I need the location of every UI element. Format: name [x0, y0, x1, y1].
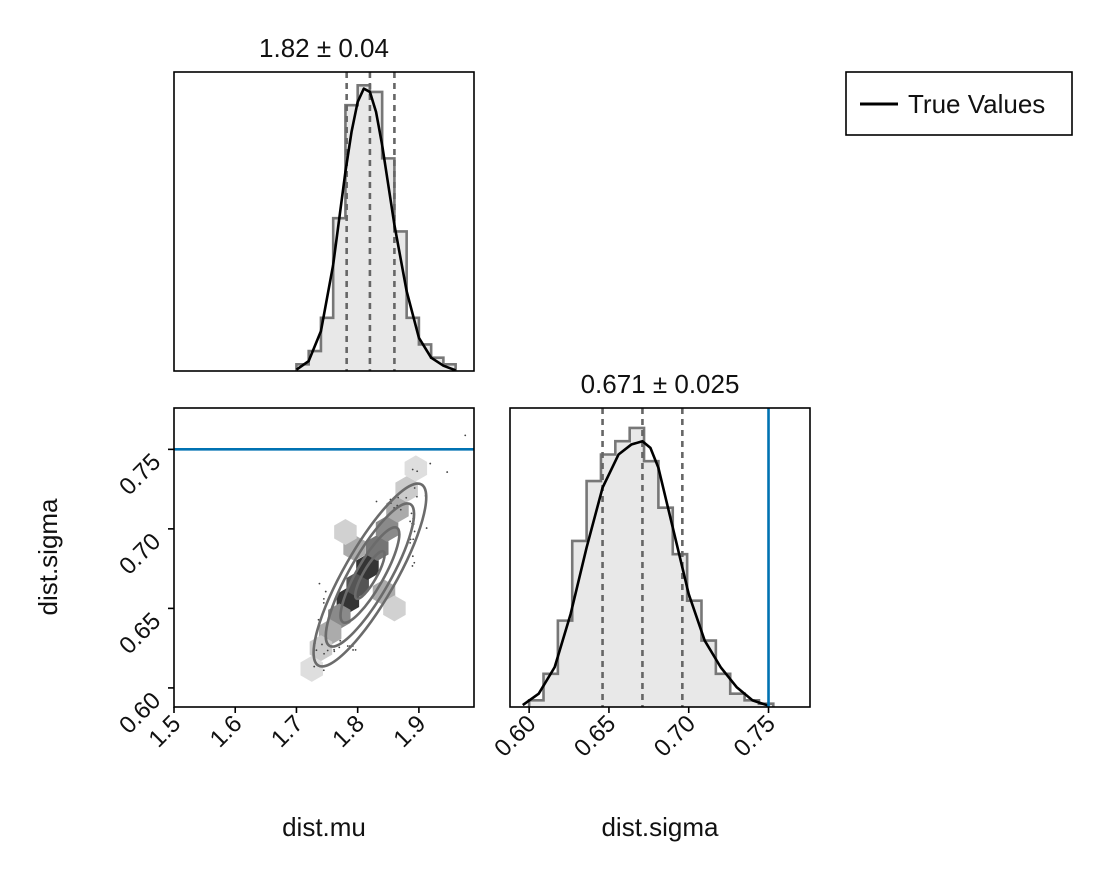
panel-sigma-marginal: 0.671 ± 0.025 0.60 0.65 0.70 0.75 dist.sigm… — [489, 369, 811, 842]
joint-sample-point — [338, 646, 341, 649]
sigma-marginal-x-tick-label: 0.70 — [649, 710, 701, 762]
sigma-marginal-x-axis-label: dist.sigma — [601, 812, 719, 842]
sigma-marginal-x-tick-label: 0.65 — [569, 710, 621, 762]
joint-density-cell-13 — [334, 519, 357, 546]
joint-sample-point — [413, 487, 416, 489]
joint-y-axis-label: dist.sigma — [33, 498, 63, 616]
sigma-marginal-histogram-fill — [529, 427, 774, 707]
joint-sample-point — [399, 508, 402, 511]
joint-density-cell-15 — [300, 655, 324, 682]
joint-x-tick-label: 1.8 — [327, 710, 370, 753]
joint-sample-point — [397, 496, 400, 499]
mu-marginal-frame — [173, 71, 475, 372]
joint-sample-point — [322, 598, 325, 600]
joint-sample-point — [405, 496, 408, 499]
joint-sample-point — [326, 649, 329, 652]
joint-contour-1 — [353, 549, 386, 601]
panel-joint: 1.5 1.6 1.7 1.8 1.90.600.650.700.75 dist.sig… — [33, 407, 475, 842]
joint-sample-point — [464, 434, 467, 437]
joint-sample-point — [323, 652, 325, 655]
panel-mu-marginal: 1.82 ± 0.04 — [173, 33, 475, 372]
joint-x-tick-label: 1.9 — [388, 710, 431, 753]
joint-sample-point — [318, 582, 321, 585]
sigma-marginal-plot-area — [522, 408, 775, 707]
joint-sample-point — [322, 669, 325, 672]
joint-plot-area — [174, 434, 474, 771]
joint-sample-point — [313, 665, 316, 668]
joint-x-tick-label: 1.6 — [205, 710, 248, 753]
joint-sample-point — [409, 520, 412, 523]
joint-sample-point — [346, 645, 349, 647]
joint-sample-point — [303, 739, 305, 741]
joint-sample-point — [352, 649, 354, 651]
joint-density-cell-4 — [366, 534, 389, 561]
sigma-marginal-x-tick-label: 0.60 — [489, 710, 541, 762]
joint-contour-3 — [324, 502, 416, 648]
joint-sample-point — [429, 462, 432, 465]
joint-contour-2 — [339, 525, 401, 625]
joint-sample-point — [413, 530, 416, 533]
joint-sample-point — [409, 541, 412, 544]
joint-sample-point — [324, 590, 327, 593]
mu-marginal-plot-area — [295, 72, 457, 371]
sigma-marginal-ticks: 0.60 0.65 0.70 0.75 — [489, 707, 781, 762]
joint-sample-point — [416, 470, 419, 473]
joint-sample-point — [333, 650, 336, 653]
legend: True Values — [845, 71, 1073, 136]
legend-label-true-values: True Values — [908, 89, 1045, 119]
joint-contour-4 — [312, 482, 428, 668]
joint-sample-point — [410, 512, 413, 515]
joint-y-tick-label: 0.65 — [114, 608, 166, 660]
joint-density-cell-16 — [404, 455, 428, 482]
mu-marginal-histogram-fill — [296, 85, 456, 371]
joint-sample-point — [322, 601, 325, 604]
joint-sample-point — [333, 648, 335, 651]
joint-sample-point — [412, 538, 415, 541]
joint-frame — [173, 407, 475, 708]
mu-marginal-kde-curve — [295, 87, 457, 371]
joint-density-cell-14 — [383, 595, 406, 622]
joint-sample-point — [317, 618, 320, 621]
joint-y-tick-label: 0.75 — [114, 449, 166, 501]
joint-sample-point — [411, 565, 414, 567]
joint-sample-point — [425, 527, 428, 529]
sigma-marginal-frame — [509, 407, 811, 708]
joint-x-axis-label: dist.mu — [282, 812, 366, 842]
sigma-marginal-x-tick-label: 0.75 — [729, 710, 781, 762]
joint-sample-point — [339, 639, 342, 642]
joint-y-tick-label: 0.70 — [114, 528, 166, 580]
joint-sample-point — [321, 643, 323, 646]
joint-sample-point — [411, 468, 414, 471]
joint-sample-point — [416, 495, 418, 498]
joint-sample-point — [354, 649, 357, 651]
joint-sample-point — [315, 649, 318, 652]
mu-marginal-title: 1.82 ± 0.04 — [259, 33, 389, 63]
joint-x-tick-label: 1.7 — [266, 710, 309, 753]
joint-sample-point — [446, 471, 449, 473]
sigma-marginal-kde-curve — [522, 439, 769, 707]
sigma-marginal-title: 0.671 ± 0.025 — [581, 369, 740, 399]
joint-sample-point — [411, 555, 414, 558]
joint-sample-point — [264, 769, 266, 771]
joint-sample-point — [375, 500, 378, 503]
joint-sample-point — [413, 561, 416, 564]
